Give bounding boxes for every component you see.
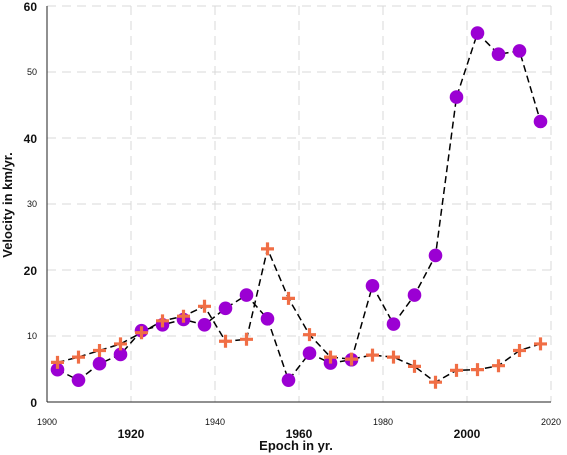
- x-tick-label: 2020: [541, 417, 561, 427]
- series-2-point: [450, 363, 463, 377]
- series-1-point: [407, 288, 422, 302]
- x-axis-label: Epoch in yr.: [259, 438, 333, 453]
- series-2-point: [282, 291, 295, 305]
- series-2-point: [114, 337, 127, 351]
- x-tick-label: 2000: [454, 427, 481, 441]
- series-2-point: [366, 348, 379, 362]
- series-2-point: [303, 328, 316, 342]
- series-2-point: [429, 375, 442, 389]
- y-tick-label: 0: [30, 396, 37, 410]
- y-tick-label: 50: [27, 67, 37, 77]
- series-markers: [50, 26, 548, 389]
- series-2-point: [219, 334, 232, 348]
- series-2-point: [177, 309, 190, 323]
- series-2-point: [324, 350, 337, 364]
- series-2-point: [93, 344, 106, 358]
- series-1-point: [365, 279, 380, 293]
- series-2-point: [50, 355, 64, 369]
- y-tick-label: 40: [24, 132, 38, 146]
- series-2-point: [156, 314, 169, 328]
- series-1-point: [50, 362, 65, 377]
- series-2-point: [534, 337, 548, 351]
- y-tick-label: 60: [24, 0, 38, 14]
- series-1-point: [281, 373, 296, 388]
- x-tick-label: 1920: [118, 427, 145, 441]
- series-2-point: [408, 359, 421, 373]
- series-2-point: [387, 350, 400, 364]
- series-1-point: [512, 44, 527, 58]
- series-1-point: [71, 373, 86, 388]
- series-1-point: [218, 301, 233, 316]
- x-tick-label: 1940: [205, 417, 225, 427]
- y-axis-label: Velocity in km/yr.: [0, 152, 15, 258]
- y-axis-ticks: 0 10 20 30 40 50 60: [24, 0, 38, 410]
- series-2-point: [513, 344, 527, 358]
- series-1-point: [302, 346, 317, 360]
- series-2-point: [471, 363, 484, 377]
- x-tick-label: 1900: [37, 417, 57, 427]
- series-line-2: [57, 246, 541, 384]
- y-tick-label: 10: [27, 331, 37, 341]
- x-tick-label: 1960: [286, 427, 313, 441]
- y-tick-label: 30: [27, 199, 37, 209]
- y-tick-label: 20: [24, 264, 38, 278]
- series-1-point: [449, 90, 464, 104]
- series-2-point: [261, 242, 274, 256]
- series-2-point: [135, 326, 148, 340]
- grid: [47, 5, 552, 402]
- series-1-point: [113, 347, 128, 362]
- series-1-point: [533, 114, 548, 129]
- series-2-point: [240, 332, 253, 346]
- series-2-point: [198, 299, 211, 313]
- series-1-point: [428, 248, 443, 263]
- series-1-point: [260, 312, 275, 326]
- series-1-point: [491, 47, 506, 61]
- series-1-point: [239, 288, 254, 302]
- series-2-point: [72, 350, 85, 364]
- x-axis-ticks: 1900 1920 1940 1960 1980 2000 2020: [37, 417, 561, 441]
- series-1-point: [470, 26, 485, 40]
- series-1-point: [386, 317, 401, 331]
- series-1-point: [197, 317, 212, 332]
- axes: [46, 6, 551, 403]
- series-1-point: [92, 356, 107, 371]
- series-2-point: [492, 359, 505, 373]
- x-tick-label: 1980: [373, 417, 393, 427]
- series-2-point: [345, 352, 358, 366]
